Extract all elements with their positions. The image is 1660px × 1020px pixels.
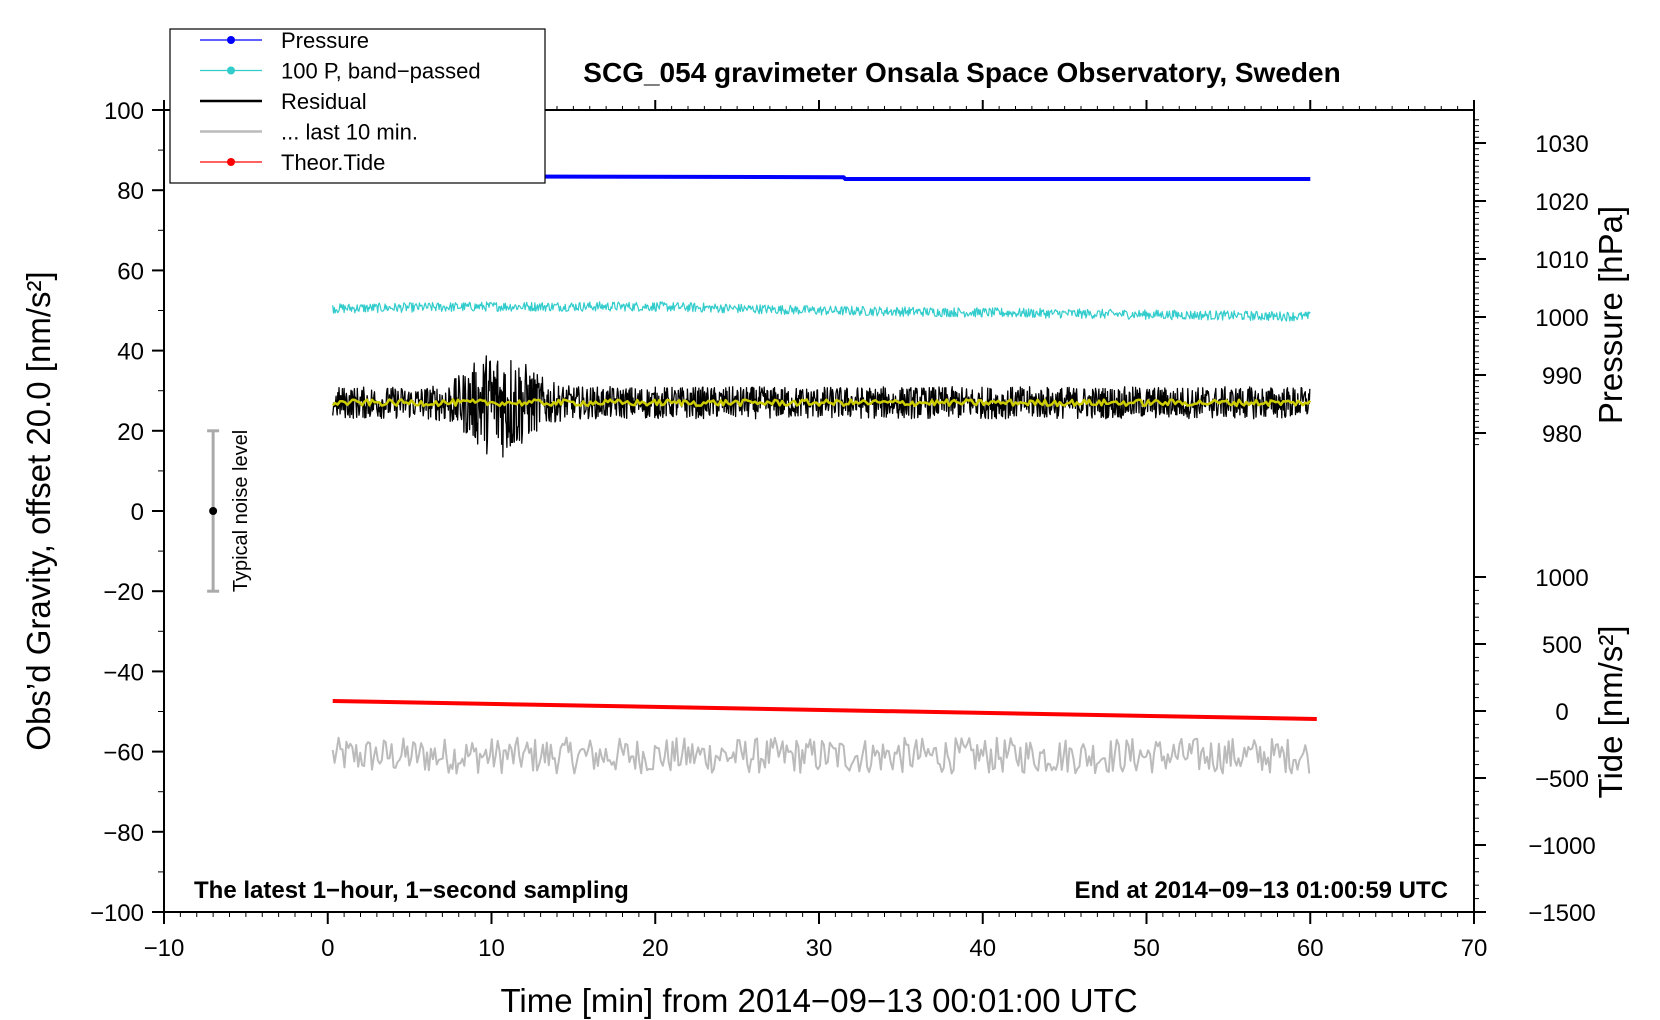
y-tick-label: 20 (117, 419, 144, 446)
series-band-passed-line (332, 301, 1311, 322)
y-tick-label: −40 (103, 659, 144, 686)
legend-label: Theor.Tide (281, 150, 385, 175)
series-theor-tide-line (332, 699, 1317, 721)
series-last-10-min-line (331, 736, 1311, 775)
legend-label: ... last 10 min. (281, 120, 418, 145)
pressure-tick-label: 980 (1542, 421, 1582, 448)
tide-tick-label: 1000 (1535, 565, 1588, 592)
pressure-tick-label: 1010 (1535, 247, 1588, 274)
legend-label: Pressure (281, 28, 369, 53)
tide-axis-tick-labels: 1000 500 0 −500 −1000 −1500 (1528, 565, 1595, 927)
pressure-tick-label: 990 (1542, 363, 1582, 390)
pressure-axis-tick-labels: 1030 1020 1010 1000 990 980 (1535, 131, 1588, 448)
x-axis-title: Time [min] from 2014−09−13 00:01:00 UTC (500, 982, 1137, 1019)
y-tick-label: 60 (117, 258, 144, 285)
chart-title: SCG_054 gravimeter Onsala Space Observat… (583, 57, 1340, 88)
tide-tick-label: −1500 (1528, 900, 1595, 927)
y-tick-label: −60 (103, 740, 144, 767)
x-tick-label: 20 (642, 935, 669, 962)
series-layer (331, 174, 1317, 775)
tide-tick-label: −1000 (1528, 833, 1595, 860)
pressure-tick-label: 1000 (1535, 305, 1588, 332)
x-tick-label: −10 (144, 935, 185, 962)
legend: Pressure 100 P, band−passed Residual ... la… (169, 28, 546, 184)
y-tick-label: −80 (103, 820, 144, 847)
x-tick-label: 0 (321, 935, 334, 962)
series-smoothed-residual-line (331, 398, 1312, 408)
y-tick-label: 0 (131, 499, 144, 526)
x-tick-label: 70 (1461, 935, 1488, 962)
legend-marker (227, 36, 235, 44)
y-axis-title: Obs’d Gravity, offset 20.0 [nm/s²] (20, 271, 57, 750)
x-tick-label: 40 (969, 935, 996, 962)
tide-tick-label: 0 (1555, 699, 1568, 726)
y-tick-label: −100 (90, 900, 144, 927)
series-pressure-line (332, 174, 1311, 181)
pressure-axis-title: Pressure [hPa] (1592, 206, 1629, 424)
y-axis-tick-labels: 100 80 60 40 20 0 −20 −40 −60 −80 −100 (90, 98, 144, 927)
legend-marker (227, 158, 235, 166)
x-axis-tick-labels: −10 0 10 20 30 40 50 60 70 (144, 935, 1488, 962)
y-tick-label: −20 (103, 579, 144, 606)
legend-label: 100 P, band−passed (281, 59, 481, 84)
noise-level-indicator (207, 429, 220, 593)
sampling-annotation: The latest 1−hour, 1−second sampling (194, 877, 629, 904)
x-tick-label: 30 (806, 935, 833, 962)
tide-axis-title: Tide [nm/s²] (1592, 626, 1629, 799)
legend-marker (227, 66, 235, 75)
y-tick-label: 100 (104, 98, 144, 125)
tide-tick-label: −500 (1535, 766, 1589, 793)
end-time-annotation: End at 2014−09−13 01:00:59 UTC (1074, 877, 1448, 904)
pressure-tick-label: 1020 (1535, 189, 1588, 216)
y-tick-label: 80 (117, 178, 144, 205)
legend-label: Residual (281, 89, 367, 114)
y-tick-label: 40 (117, 339, 144, 366)
axis-ticks (152, 100, 1486, 924)
x-tick-label: 50 (1133, 935, 1160, 962)
x-tick-label: 10 (478, 935, 505, 962)
x-tick-label: 60 (1297, 935, 1324, 962)
noise-level-label: Typical noise level (230, 430, 252, 592)
pressure-tick-label: 1030 (1535, 131, 1588, 158)
tide-tick-label: 500 (1542, 632, 1582, 659)
